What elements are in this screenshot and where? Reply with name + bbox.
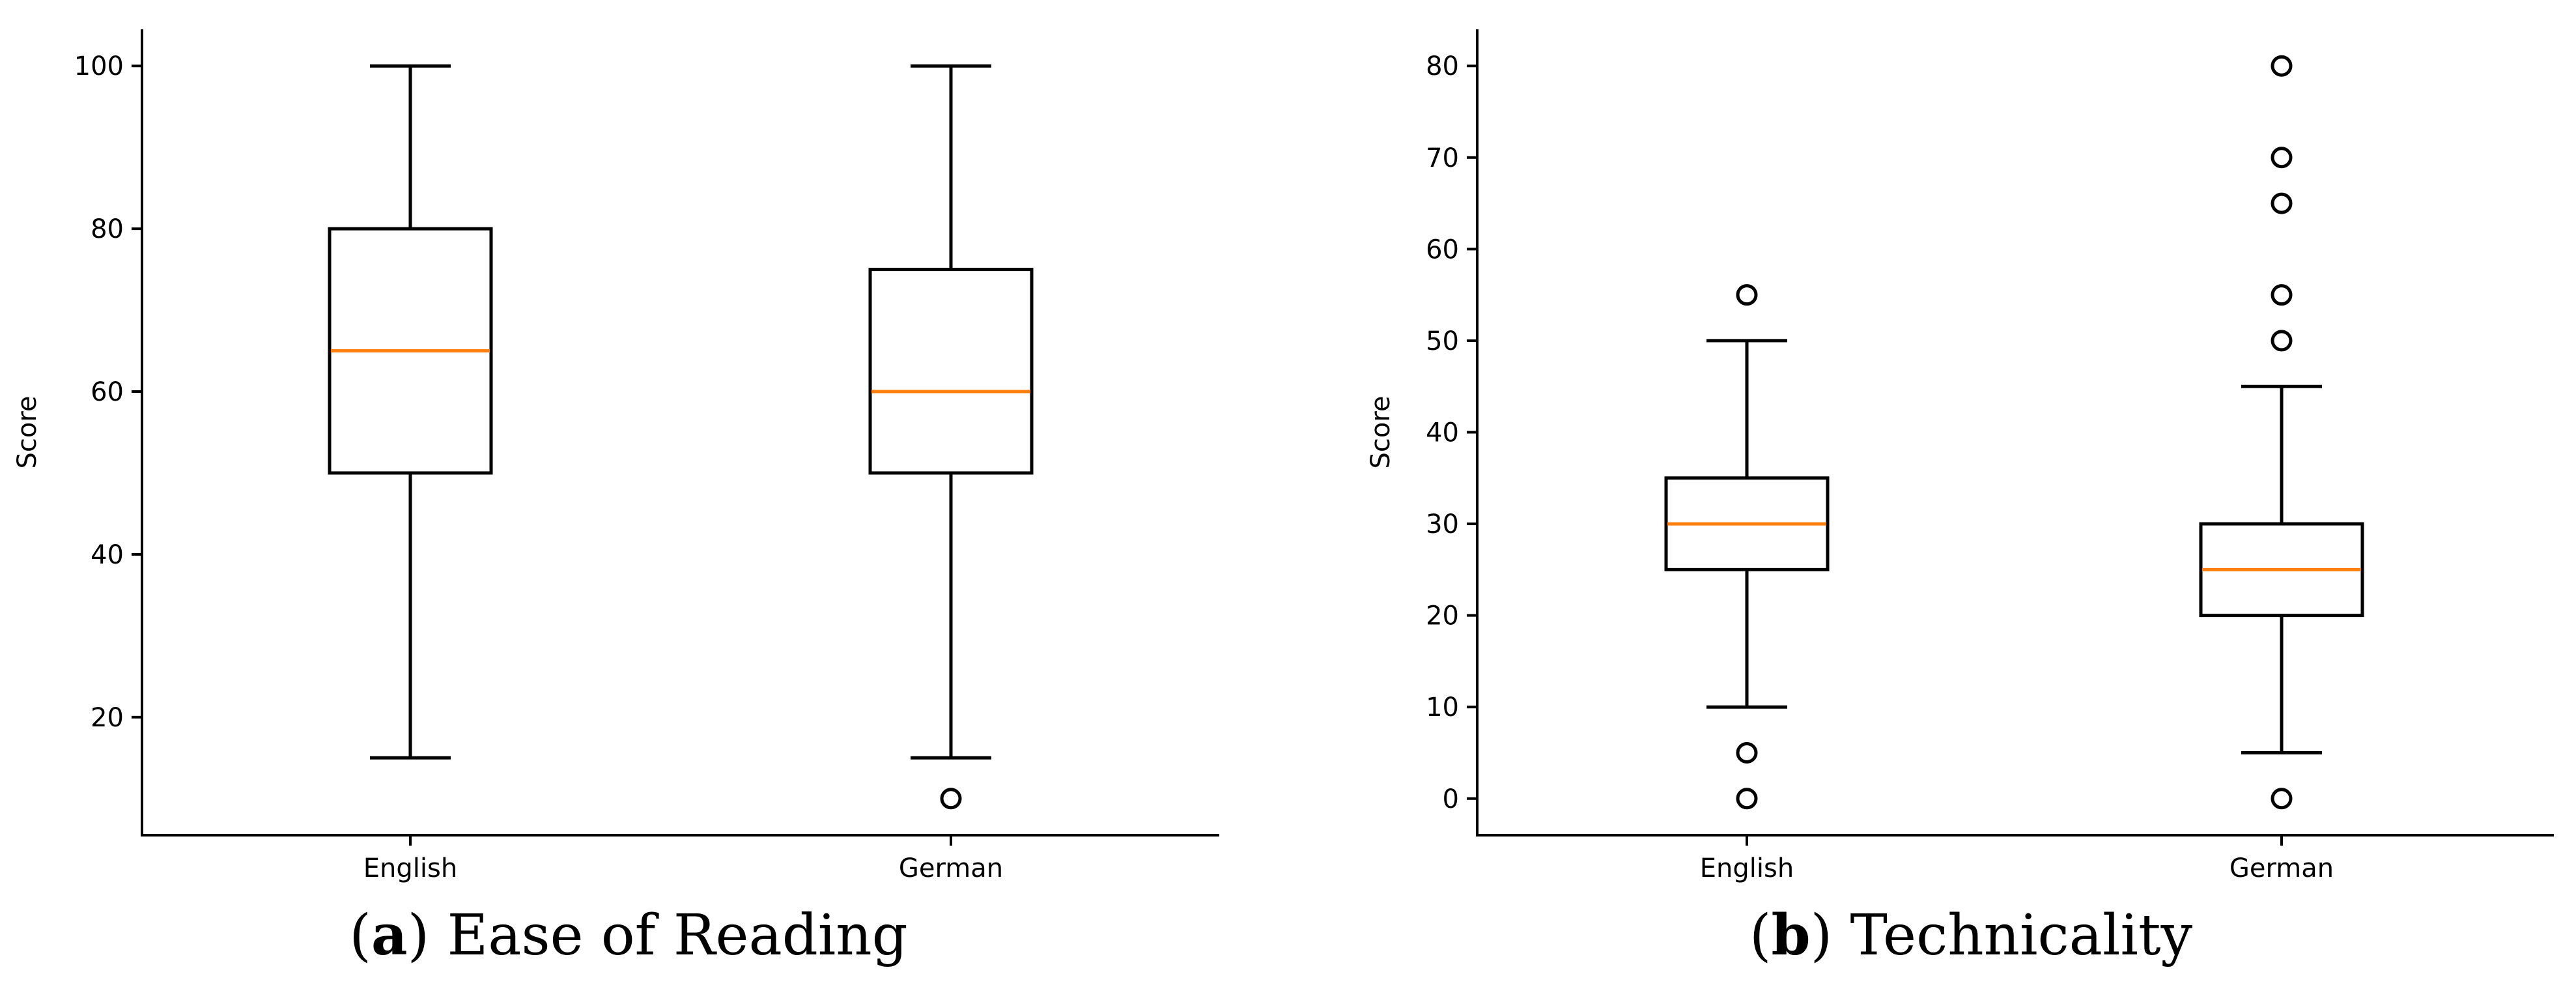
y-axis-label: Score [1366,395,1396,468]
y-tick-label: 80 [91,214,124,244]
outlier-point [2271,192,2293,214]
x-tick-label: German [2229,853,2334,883]
outlier-point [1736,284,1758,306]
caption-b-letter: b [1771,902,1811,968]
y-tick-label: 20 [91,703,124,733]
caption-b: (b) Technicality [1749,902,2193,968]
y-tick-label: 100 [74,51,124,81]
outlier-point [1736,741,1758,764]
y-axis-label: Score [12,395,42,468]
y-tick-label: 0 [1443,784,1459,814]
y-tick-label: 10 [1426,693,1459,722]
caption-a-letter: a [371,902,408,968]
box-german [2199,55,2364,810]
box-german [868,64,1034,810]
y-tick-label: 40 [1426,418,1459,448]
outlier-point [940,788,962,810]
iqr-box [2199,522,2364,618]
x-tick-label: English [1700,853,1794,883]
iqr-box [868,268,1034,475]
caption-b-title: Technicality [1850,903,2193,968]
outlier-point [2271,284,2293,306]
outlier-point [2271,788,2293,810]
box-english [328,64,493,760]
outlier-point [2271,147,2293,169]
panel-a: 20 40 60 80 100 Score English German [12,29,1219,883]
iqr-box [328,227,493,475]
x-tick-label: English [363,853,457,883]
y-tick-label: 70 [1426,143,1459,173]
y-tick-label: 60 [1426,235,1459,265]
y-tick-label: 50 [1426,326,1459,356]
panel-b: 0 10 20 30 40 50 60 70 80 Score English German [1366,29,2554,883]
y-tick-label: 60 [91,377,124,407]
iqr-box [1664,476,1830,571]
y-tick-label: 40 [91,540,124,570]
outlier-point [1736,788,1758,810]
caption-a: (a) Ease of Reading [349,902,908,968]
outlier-point [2271,330,2293,352]
box-english [1664,284,1830,810]
y-tick-label: 30 [1426,509,1459,539]
outlier-point [2271,55,2293,77]
y-tick-label: 80 [1426,51,1459,81]
x-tick-label: German [899,853,1003,883]
caption-a-title: Ease of Reading [447,903,908,968]
y-tick-label: 20 [1426,601,1459,631]
